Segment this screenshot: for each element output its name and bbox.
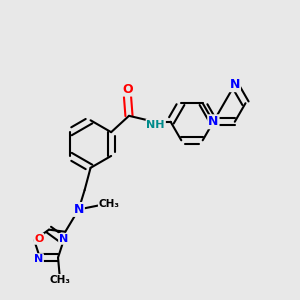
Text: N: N	[74, 203, 84, 216]
Text: N: N	[34, 254, 43, 264]
Text: CH₃: CH₃	[49, 275, 70, 285]
Text: NH: NH	[146, 120, 165, 130]
Text: N: N	[59, 234, 68, 244]
Text: O: O	[122, 82, 133, 96]
Text: O: O	[34, 234, 43, 244]
Text: N: N	[208, 115, 219, 128]
Text: CH₃: CH₃	[99, 199, 120, 209]
Text: N: N	[230, 78, 240, 91]
